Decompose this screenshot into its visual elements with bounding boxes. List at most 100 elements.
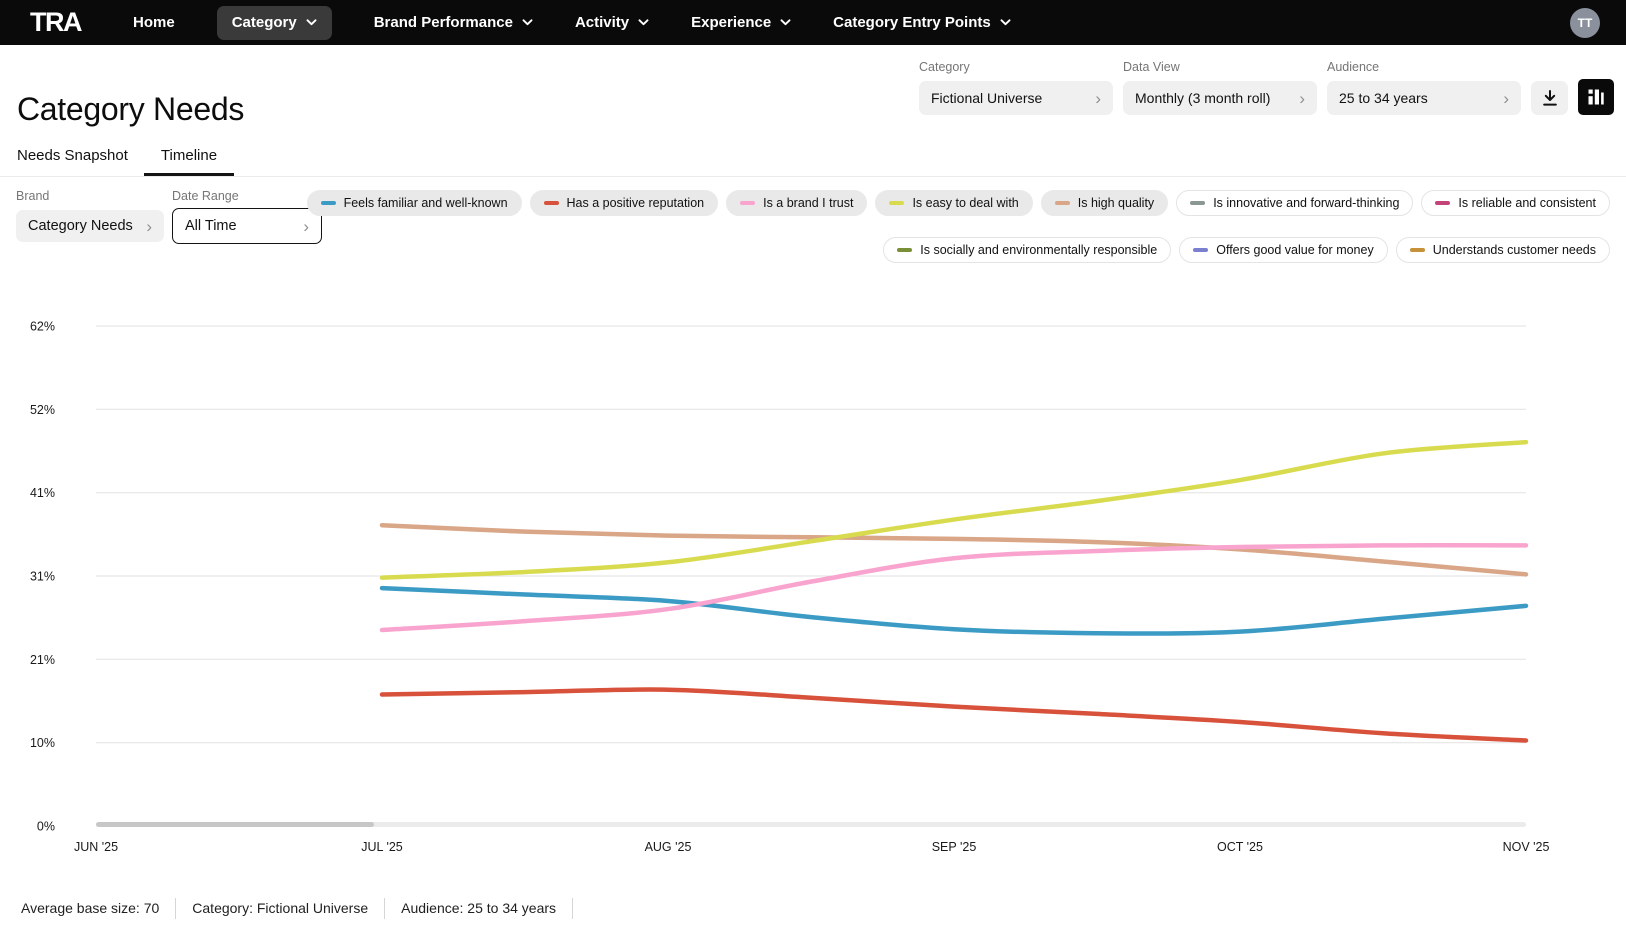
footer-item: Audience: 25 to 34 years (401, 900, 557, 916)
nav-item-category-entry-points[interactable]: Category Entry Points (833, 0, 1011, 45)
legend-item-has-a-positive-reputation[interactable]: Has a positive reputation (529, 190, 719, 216)
brand-filter-group: Brand Category Needs › (16, 189, 164, 242)
date-range-select[interactable]: All Time › (172, 208, 322, 244)
legend-item-is-innovative-and-forward-thinking[interactable]: Is innovative and forward-thinking (1176, 190, 1414, 216)
chevron-right-icon: › (303, 216, 309, 236)
filter-group-category: Category Fictional Universe › (919, 60, 1113, 115)
legend-item-label: Offers good value for money (1216, 243, 1374, 257)
nav-item-category[interactable]: Category (216, 5, 332, 40)
filter-select[interactable]: Fictional Universe › (919, 81, 1113, 115)
brand-label: Brand (16, 189, 50, 203)
legend-item-label: Is reliable and consistent (1458, 196, 1596, 210)
legend-item-label: Is innovative and forward-thinking (1213, 196, 1400, 210)
divider (384, 897, 386, 919)
legend-item-is-high-quality[interactable]: Is high quality (1040, 190, 1169, 216)
legend-item-is-reliable-and-consistent[interactable]: Is reliable and consistent (1421, 190, 1610, 216)
series-line-feels-familiar-and-well-known[interactable] (379, 585, 1529, 636)
nav-item-label: Category (231, 14, 297, 31)
nav-item-label: Brand Performance (373, 14, 513, 31)
legend-swatch-icon (1190, 201, 1206, 205)
tab-needs-snapshot[interactable]: Needs Snapshot (17, 141, 128, 176)
legend-swatch-icon (543, 201, 559, 205)
legend-swatch-icon (320, 201, 336, 205)
nav-item-experience[interactable]: Experience (691, 0, 791, 45)
chart-legend: Feels familiar and well-known Has a posi… (306, 190, 1610, 263)
chevron-right-icon: › (1503, 88, 1509, 108)
legend-item-label: Feels familiar and well-known (343, 196, 508, 210)
legend-swatch-icon (1193, 248, 1209, 252)
filter-select[interactable]: 25 to 34 years › (1327, 81, 1521, 115)
legend-item-understands-customer-needs[interactable]: Understands customer needs (1395, 237, 1610, 263)
top-nav: TRA Home Category Brand Performance Acti… (0, 0, 1626, 45)
x-axis-tick: JUN '25 (74, 840, 118, 854)
legend-swatch-icon (889, 201, 905, 205)
chevron-right-icon: › (146, 216, 152, 236)
nav-item-label: Home (133, 14, 175, 31)
series-line-is-a-brand-i-trust[interactable] (379, 542, 1529, 633)
series-line-is-easy-to-deal-with[interactable] (379, 439, 1529, 580)
legend-swatch-icon (1435, 201, 1451, 205)
divider (175, 897, 177, 919)
legend-row: Feels familiar and well-known Has a posi… (306, 190, 1610, 216)
filter-value: 25 to 34 years (1339, 90, 1428, 106)
series-line-has-a-positive-reputation[interactable] (379, 687, 1529, 743)
y-axis-tick: 41% (30, 486, 55, 500)
x-axis-tick: JUL '25 (361, 840, 403, 854)
page-title: Category Needs (17, 91, 245, 128)
nav-item-label: Activity (574, 14, 630, 31)
footer-meta: Average base size: 70 Category: Fictional… (21, 897, 589, 919)
chart-view-button[interactable] (1578, 79, 1614, 115)
legend-item-label: Is a brand I trust (763, 196, 854, 210)
date-range-label: Date Range (172, 189, 239, 203)
tab-timeline[interactable]: Timeline (143, 141, 235, 176)
legend-item-is-a-brand-i-trust[interactable]: Is a brand I trust (726, 190, 868, 216)
user-avatar[interactable]: TT (1570, 7, 1600, 38)
series-line-is-high-quality[interactable] (379, 522, 1529, 577)
chevron-down-icon (522, 19, 533, 26)
nav-item-brand-performance[interactable]: Brand Performance (374, 0, 533, 45)
legend-item-offers-good-value-for-money[interactable]: Offers good value for money (1179, 237, 1388, 263)
legend-item-is-socially-and-environmentally-responsible[interactable]: Is socially and environmentally responsi… (883, 237, 1172, 263)
legend-item-label: Is high quality (1077, 196, 1155, 210)
legend-item-is-easy-to-deal-with[interactable]: Is easy to deal with (875, 190, 1033, 216)
download-icon (1542, 90, 1557, 106)
date-range-value: All Time (185, 218, 237, 234)
filter-groups: Category Fictional Universe › Data View … (919, 60, 1521, 115)
bar-chart-icon (1588, 89, 1604, 105)
legend-item-label: Understands customer needs (1432, 243, 1596, 257)
legend-item-label: Is socially and environmentally responsi… (920, 243, 1158, 257)
chart-scrollbar-track[interactable] (96, 822, 1526, 827)
legend-item-label: Is easy to deal with (912, 196, 1019, 210)
y-axis-tick: 52% (30, 403, 55, 417)
legend-row: Is socially and environmentally responsi… (883, 237, 1610, 263)
chart-scrollbar-thumb[interactable] (96, 822, 374, 827)
brand-value: Category Needs (28, 218, 133, 234)
divider (572, 897, 574, 919)
legend-swatch-icon (1409, 248, 1425, 252)
filter-select[interactable]: Monthly (3 month roll) › (1123, 81, 1317, 115)
nav-item-label: Experience (691, 14, 772, 31)
x-axis-tick: OCT '25 (1217, 840, 1263, 854)
filter-label: Audience (1327, 60, 1380, 74)
app-logo[interactable]: TRA (30, 7, 83, 37)
brand-select[interactable]: Category Needs › (16, 210, 164, 242)
y-axis-tick: 21% (30, 653, 55, 667)
legend-item-feels-familiar-and-well-known[interactable]: Feels familiar and well-known (306, 190, 522, 216)
y-axis-tick: 10% (30, 736, 55, 750)
legend-swatch-icon (740, 201, 756, 205)
tab-label: Needs Snapshot (17, 147, 128, 164)
date-range-filter-group: Date Range All Time › (172, 189, 322, 244)
nav-item-home[interactable]: Home (133, 0, 175, 45)
y-axis-tick: 62% (30, 320, 55, 334)
download-button[interactable] (1531, 81, 1568, 115)
chevron-right-icon: › (1299, 88, 1305, 108)
tab-bar: Needs Snapshot Timeline (0, 141, 1626, 177)
chevron-down-icon (780, 19, 791, 26)
chevron-down-icon (638, 19, 649, 26)
filter-label: Data View (1123, 60, 1180, 74)
filter-label: Category (919, 60, 970, 74)
x-axis-tick: NOV '25 (1503, 840, 1550, 854)
legend-item-label: Has a positive reputation (566, 196, 705, 210)
nav-item-activity[interactable]: Activity (575, 0, 649, 45)
